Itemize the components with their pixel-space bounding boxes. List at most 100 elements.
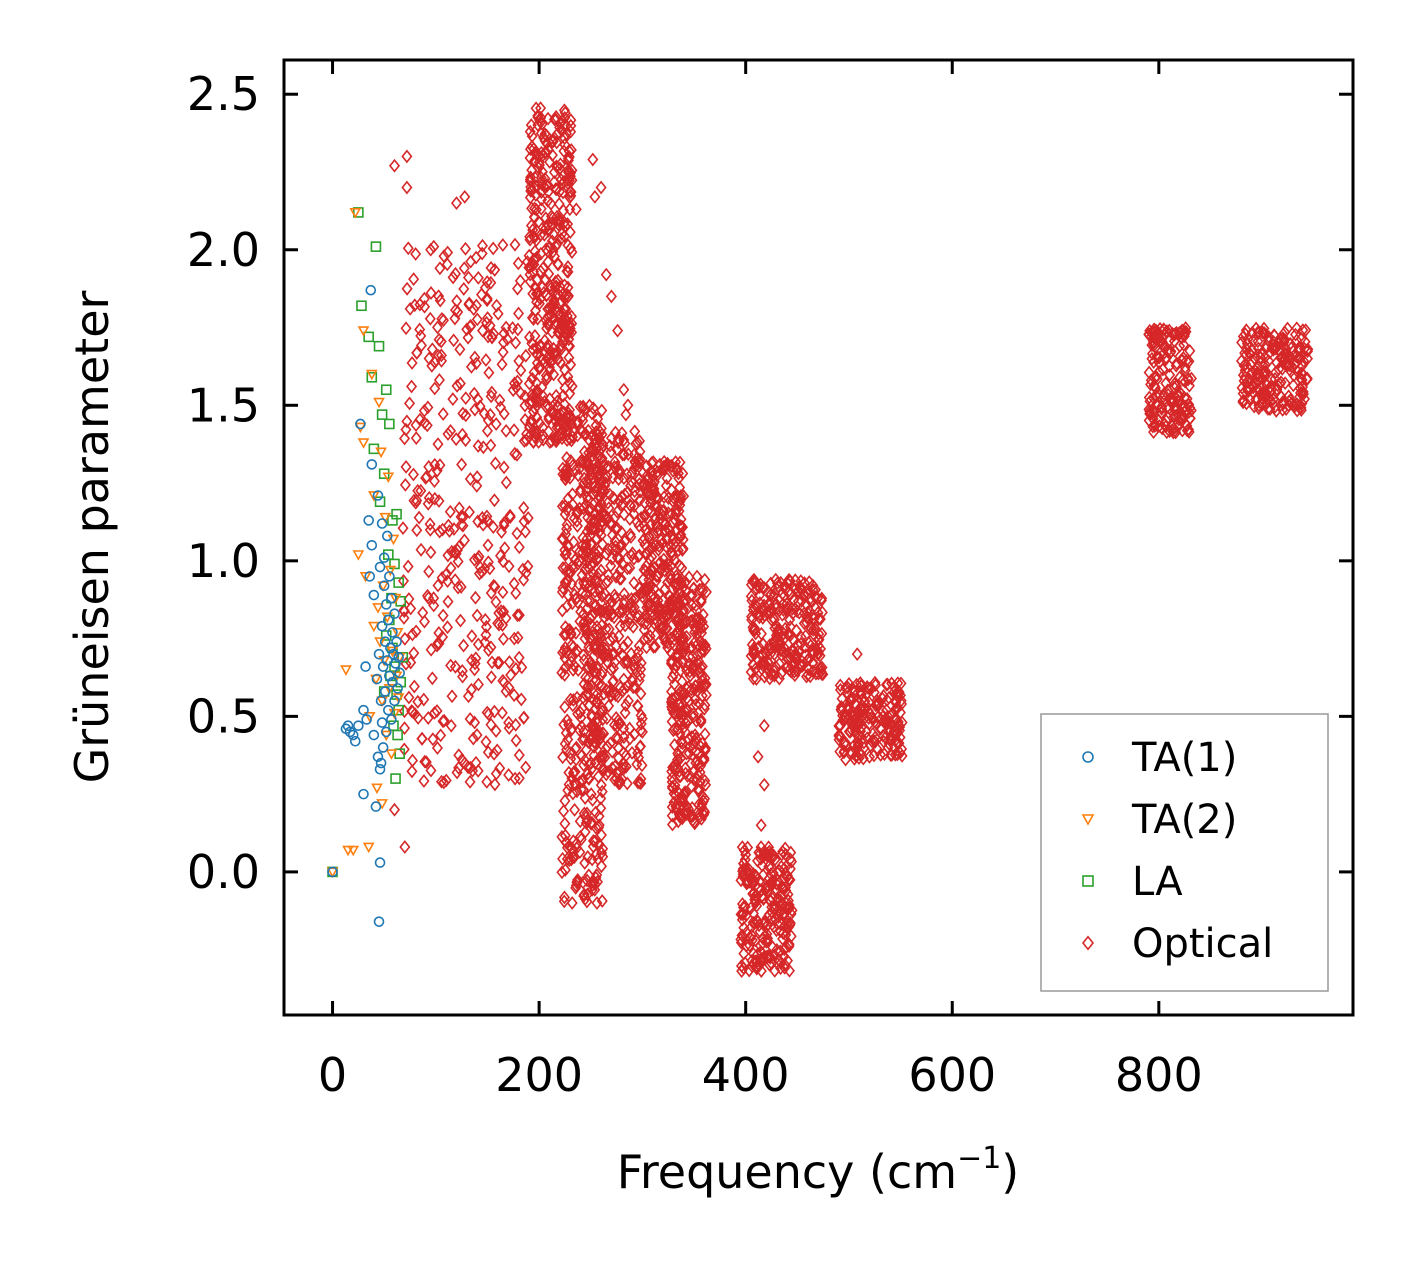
data-point-optical (1254, 387, 1266, 402)
data-point-optical (399, 431, 411, 446)
data-point-optical (556, 315, 568, 330)
data-point-optical (610, 522, 622, 537)
data-point-optical (563, 350, 575, 365)
data-point-optical (536, 353, 548, 368)
data-point-optical (882, 740, 894, 755)
data-point-optical (530, 202, 542, 217)
data-point-optical (1292, 398, 1304, 413)
data-point-optical (445, 718, 457, 733)
data-point-optical (1185, 403, 1197, 418)
data-point-optical (431, 741, 443, 755)
data-point-optical (608, 646, 620, 661)
data-point-optical (578, 724, 590, 739)
data-point-optical (438, 249, 450, 264)
data-point-optical (777, 931, 789, 946)
data-point-optical (640, 523, 652, 538)
data-point-optical (626, 745, 638, 760)
data-point-optical (494, 393, 506, 408)
data-point-optical (503, 655, 515, 669)
data-point-optical (612, 323, 624, 338)
data-point-optical (418, 403, 430, 418)
data-point-optical (548, 174, 560, 189)
data-point-optical (652, 499, 664, 514)
data-point-optical (850, 726, 862, 741)
data-point-optical (1252, 347, 1264, 362)
data-point-optical (402, 241, 414, 256)
data-point-optical (593, 462, 605, 477)
legend-label-optical: Optical (1132, 921, 1273, 967)
data-point-optical (482, 329, 494, 344)
data-point-optical (1162, 344, 1174, 359)
data-point-optical (769, 621, 781, 636)
data-point-optical (488, 493, 500, 508)
data-point-optical (1167, 425, 1179, 440)
data-point-optical (596, 664, 608, 679)
data-point-optical (773, 671, 785, 686)
data-point-optical (423, 564, 435, 579)
data-point-optical (460, 408, 472, 423)
data-point-optical (768, 612, 780, 627)
data-point-optical (618, 761, 630, 775)
data-point-optical (649, 639, 661, 654)
data-point-optical (757, 647, 769, 662)
data-point-optical (422, 711, 434, 725)
data-point-optical (636, 711, 648, 726)
data-point-optical (388, 158, 401, 173)
data-point-optical (777, 926, 789, 941)
data-point-optical (1269, 399, 1281, 414)
data-point-optical (793, 605, 805, 620)
data-point-optical (634, 668, 646, 683)
data-point-optical (618, 757, 630, 772)
data-point-optical (803, 575, 815, 589)
data-point-optical (437, 608, 449, 623)
data-point-optical (523, 330, 536, 345)
data-point-ta-1- (372, 751, 384, 763)
data-point-optical (656, 507, 668, 522)
data-point-optical (562, 260, 574, 274)
data-point-optical (581, 453, 593, 468)
data-point-optical (618, 382, 630, 397)
data-point-optical (1252, 372, 1264, 387)
data-point-optical (1143, 413, 1155, 428)
data-point-optical (737, 867, 749, 882)
data-point-optical (462, 760, 474, 775)
data-point-optical (539, 394, 551, 409)
data-point-optical (542, 302, 554, 316)
data-point-optical (398, 604, 410, 619)
data-point-optical (436, 630, 449, 644)
data-point-optical (400, 459, 412, 474)
data-point-optical (690, 598, 702, 613)
data-point-optical (500, 684, 512, 699)
data-point-optical (699, 727, 711, 742)
data-point-optical (596, 537, 608, 552)
data-point-optical (610, 730, 622, 745)
data-point-ta-1- (389, 608, 400, 620)
data-point-optical (559, 863, 571, 877)
data-point-optical (546, 234, 558, 249)
data-point-ta-2- (382, 472, 395, 483)
data-point-optical (764, 598, 776, 612)
data-point-optical (512, 322, 524, 337)
data-point-optical (594, 726, 606, 741)
data-point-optical (700, 585, 712, 599)
data-point-optical (816, 591, 828, 606)
series-optical (388, 101, 1314, 978)
data-point-optical (402, 559, 414, 574)
data-point-optical (1275, 375, 1287, 390)
data-point-optical (675, 527, 687, 542)
data-point-optical (677, 541, 689, 556)
data-point-optical (486, 330, 498, 345)
data-point-optical (584, 593, 596, 608)
data-point-optical (875, 721, 887, 736)
data-point-optical (749, 662, 761, 676)
y-tick-label: 0.5 (187, 689, 260, 743)
data-point-optical (587, 567, 599, 581)
data-point-ta-1- (360, 661, 371, 672)
data-point-optical (489, 456, 501, 471)
data-point-optical (505, 668, 517, 682)
data-point-ta-2- (362, 842, 375, 854)
data-point-optical (569, 741, 581, 756)
data-point-optical (498, 460, 510, 475)
data-point-optical (498, 515, 510, 530)
data-point-optical (497, 632, 509, 646)
